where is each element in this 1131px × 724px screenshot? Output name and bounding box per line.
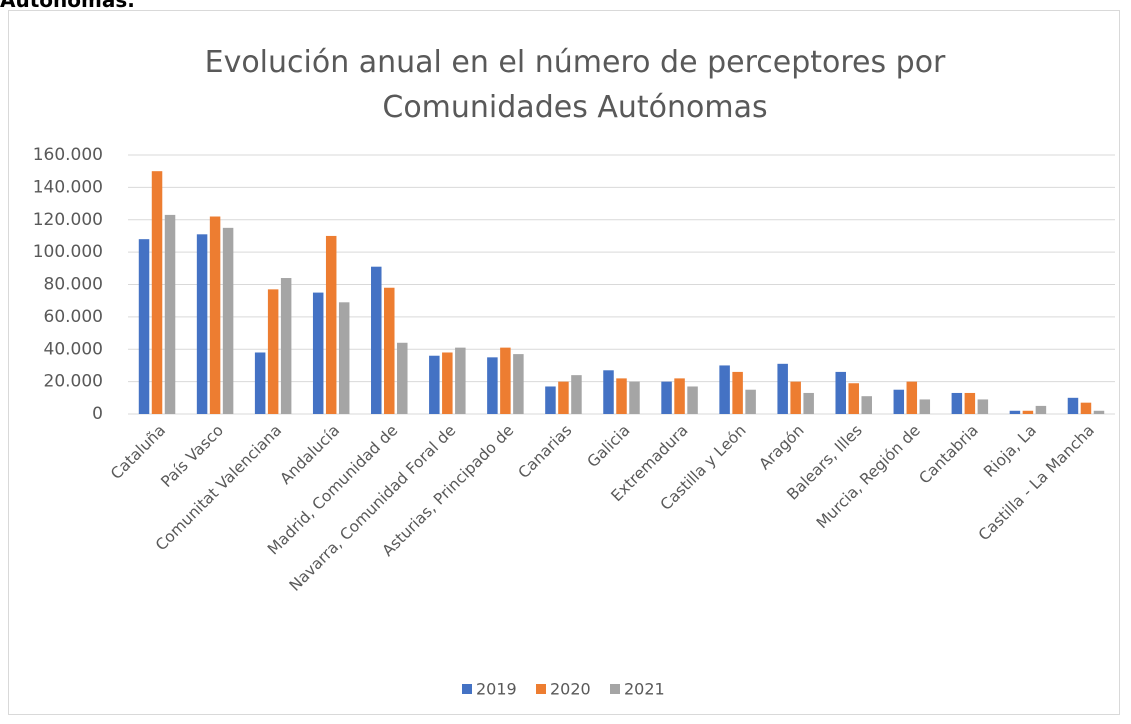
bar xyxy=(429,355,440,414)
bar xyxy=(209,216,221,414)
bar xyxy=(719,365,730,414)
bar xyxy=(951,392,963,414)
bar xyxy=(777,363,788,414)
y-tick-label: 100.000 xyxy=(33,242,103,262)
page-fragment: Autónomas. xyxy=(0,0,135,12)
legend-label: 2021 xyxy=(624,680,665,699)
bar xyxy=(280,278,292,414)
y-tick-label: 80.000 xyxy=(44,275,103,295)
legend-swatch xyxy=(610,684,620,694)
y-tick-label: 40.000 xyxy=(44,339,103,359)
bar xyxy=(893,389,905,414)
bar xyxy=(1080,402,1092,414)
bar xyxy=(455,347,466,414)
bar xyxy=(513,354,524,414)
bar xyxy=(151,171,163,414)
y-tick-label: 160.000 xyxy=(33,145,103,165)
bar xyxy=(1035,405,1047,414)
bar xyxy=(861,396,872,414)
bar xyxy=(164,214,176,414)
bar xyxy=(196,234,208,414)
x-tick-label: Galicia xyxy=(584,421,634,471)
legend-label: 2020 xyxy=(550,680,591,699)
bar xyxy=(732,371,743,414)
x-tick-label: Murcia, Región de xyxy=(813,421,924,532)
bar xyxy=(687,386,698,414)
bar xyxy=(325,235,337,414)
bar xyxy=(338,302,350,414)
bar xyxy=(919,399,931,414)
bar xyxy=(629,381,640,414)
bar xyxy=(603,370,614,414)
x-tick-label: Cantabria xyxy=(916,421,982,487)
bar xyxy=(500,347,511,414)
bar xyxy=(384,287,395,414)
x-tick-label: Canarias xyxy=(515,421,576,482)
bar xyxy=(558,381,569,414)
bar xyxy=(254,352,266,414)
bar xyxy=(674,378,685,414)
legend-swatch xyxy=(462,684,472,694)
bar xyxy=(1022,410,1034,414)
bar xyxy=(442,352,453,414)
bar xyxy=(487,357,498,414)
bar xyxy=(1093,410,1105,414)
bar xyxy=(222,227,234,414)
x-tick-label: Cataluña xyxy=(107,421,169,483)
x-tick-label: Castilla - La Mancha xyxy=(975,421,1098,544)
x-tick-label: Rioja, La xyxy=(980,421,1040,481)
bar xyxy=(964,392,976,414)
bar xyxy=(906,381,918,414)
bar xyxy=(661,381,672,414)
bar xyxy=(803,392,814,414)
x-tick-label: Aragón xyxy=(756,421,808,473)
bar xyxy=(1009,410,1021,414)
bar xyxy=(835,371,846,414)
bar xyxy=(545,386,556,414)
bar xyxy=(1067,397,1079,414)
legend-label: 2019 xyxy=(476,680,517,699)
bar xyxy=(371,266,382,414)
bar xyxy=(790,381,801,414)
bar xyxy=(267,289,279,414)
bar xyxy=(571,375,582,414)
y-tick-label: 20.000 xyxy=(44,372,103,392)
y-tick-label: 140.000 xyxy=(33,177,103,197)
chart-border xyxy=(8,10,1120,715)
y-tick-label: 120.000 xyxy=(33,210,103,230)
bar xyxy=(397,342,408,414)
chart-title: Evolución anual en el número de percepto… xyxy=(204,45,946,125)
bar xyxy=(977,399,989,414)
y-tick-label: 0 xyxy=(92,404,103,424)
bar xyxy=(745,389,756,414)
bar xyxy=(138,239,150,414)
y-tick-label: 60.000 xyxy=(44,307,103,327)
legend-swatch xyxy=(536,684,546,694)
bar xyxy=(616,378,627,414)
bar xyxy=(312,292,324,414)
bar xyxy=(848,383,859,414)
